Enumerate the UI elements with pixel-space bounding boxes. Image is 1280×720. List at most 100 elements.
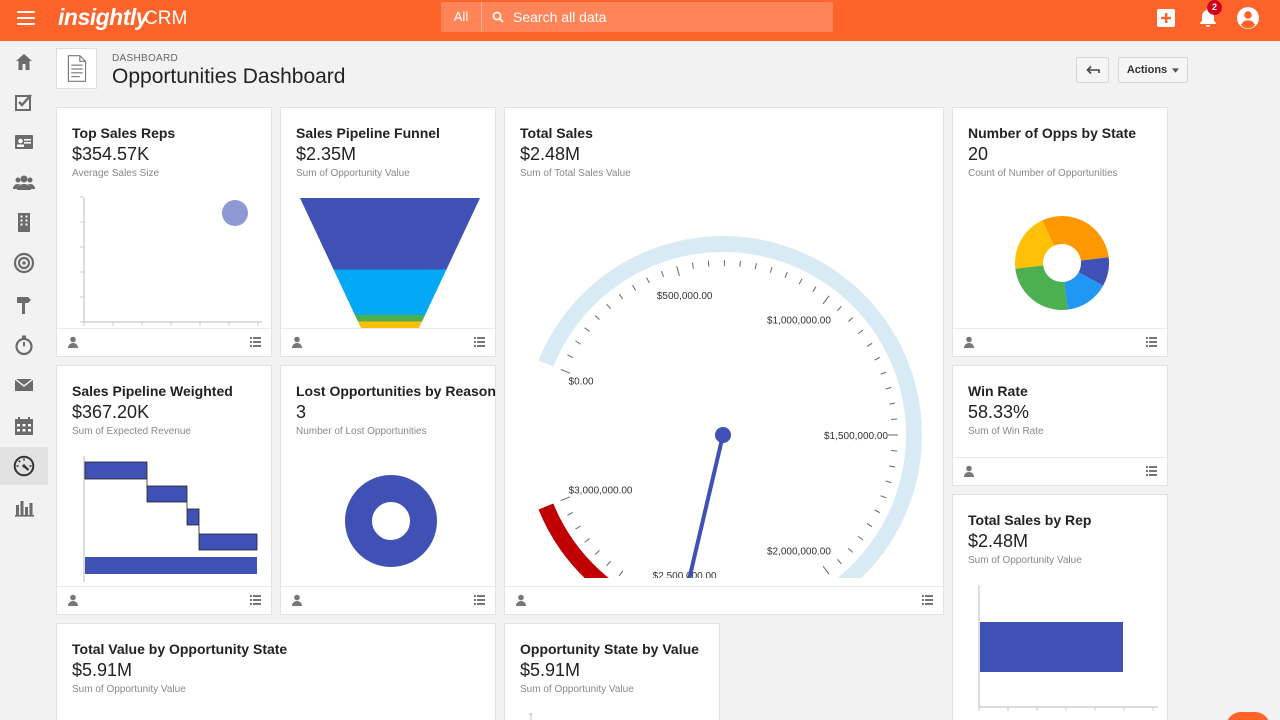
search-icon — [492, 11, 504, 23]
home-icon — [16, 54, 32, 70]
card-value: $5.91M — [72, 660, 133, 680]
menu-icon[interactable] — [17, 11, 35, 25]
user-icon[interactable] — [515, 594, 527, 606]
notification-badge: 2 — [1207, 0, 1222, 15]
caret-down-icon — [1172, 67, 1180, 73]
card-subtitle: Sum of Opportunity Value — [72, 684, 186, 695]
card-value: $2.48M — [968, 531, 1029, 551]
gauge-tick — [822, 565, 830, 575]
card-value: 58.33% — [968, 402, 1030, 422]
funnel-segment[interactable] — [354, 315, 426, 322]
user-icon[interactable] — [67, 594, 79, 606]
waterfall-bar[interactable] — [198, 533, 258, 551]
gauge-tick — [880, 495, 887, 499]
breadcrumb[interactable]: DASHBOARD — [112, 53, 179, 64]
card-title[interactable]: Sales Pipeline Funnel — [296, 125, 440, 141]
gauge-tick — [847, 317, 854, 322]
sidebar-item-contacts[interactable] — [0, 123, 48, 161]
card-value: $5.91M — [520, 660, 581, 680]
sidebar-item-opportunities[interactable] — [0, 244, 48, 282]
card-title[interactable]: Opportunity State by Value — [520, 641, 699, 657]
list-view-icon[interactable] — [1146, 337, 1157, 347]
donut-slice[interactable] — [1078, 257, 1109, 286]
sidebar-item-dashboards[interactable] — [0, 447, 48, 485]
donut-slice[interactable] — [1064, 272, 1104, 310]
sidebar-item-timer[interactable] — [0, 326, 48, 364]
actions-button[interactable]: Actions — [1118, 57, 1188, 83]
donut-slice[interactable] — [1042, 216, 1109, 261]
top-bar: insightly CRM All 2 — [0, 0, 1280, 41]
user-icon[interactable] — [291, 594, 303, 606]
sidebar-item-email[interactable] — [0, 366, 48, 404]
card-subtitle: Sum of Expected Revenue — [72, 426, 191, 437]
card-subtitle: Sum of Win Rate — [968, 426, 1044, 437]
card-title[interactable]: Total Sales by Rep — [968, 512, 1092, 528]
gauge-tick — [798, 278, 803, 285]
user-icon[interactable] — [291, 336, 303, 348]
chat-widget-button[interactable] — [1226, 712, 1270, 720]
gauge-tick — [676, 266, 680, 277]
card-footer — [281, 586, 495, 614]
waterfall-bar[interactable] — [186, 508, 200, 526]
card-title[interactable]: Total Sales — [520, 125, 593, 141]
donut-slice[interactable] — [345, 475, 437, 567]
gauge-tick — [567, 354, 574, 359]
bar-chart — [978, 585, 1158, 711]
card-title[interactable]: Lost Opportunities by Reason — [296, 383, 496, 399]
search-scope-dropdown[interactable]: All — [441, 2, 482, 32]
gauge-tick — [606, 560, 612, 567]
search-input[interactable] — [513, 2, 823, 32]
card-top-sales-reps: Top Sales Reps $354.57K Average Sales Si… — [56, 107, 272, 357]
card-footer — [57, 586, 271, 614]
back-button[interactable] — [1076, 57, 1109, 83]
waterfall-bar[interactable] — [146, 485, 188, 503]
card-title[interactable]: Number of Opps by State — [968, 125, 1137, 141]
sidebar-item-reports[interactable] — [0, 488, 48, 526]
user-icon[interactable] — [963, 336, 975, 348]
card-opportunity-state-by-value: Opportunity State by Value $5.91M Sum of… — [504, 623, 720, 720]
waterfall-total-bar[interactable] — [85, 557, 257, 574]
add-icon[interactable] — [1154, 6, 1178, 30]
sidebar-item-projects[interactable] — [0, 285, 48, 323]
card-subtitle: Sum of Total Sales Value — [520, 168, 631, 179]
card-title[interactable]: Sales Pipeline Weighted — [72, 383, 233, 399]
sidebar-item-people[interactable] — [0, 163, 48, 201]
sidebar-item-home[interactable] — [0, 43, 48, 81]
sidebar-item-tasks[interactable] — [0, 83, 48, 121]
list-view-icon[interactable] — [474, 595, 485, 605]
gauge-tick — [866, 342, 873, 347]
card-title[interactable]: Top Sales Reps — [72, 125, 176, 141]
card-title[interactable]: Total Value by Opportunity State — [72, 641, 288, 657]
user-avatar-icon[interactable] — [1236, 6, 1260, 30]
gauge-tick — [784, 272, 788, 278]
waterfall-bar[interactable] — [84, 461, 148, 480]
gauge-tick — [847, 548, 854, 553]
sidebar-item-calendar[interactable] — [0, 407, 48, 445]
bar[interactable] — [980, 622, 1123, 672]
scatter-point[interactable] — [222, 200, 248, 226]
sidebar-item-organizations[interactable] — [0, 203, 48, 241]
list-view-icon[interactable] — [1146, 466, 1157, 476]
gauge-tick — [594, 550, 600, 555]
list-view-icon[interactable] — [250, 595, 261, 605]
card-sales-pipeline-funnel: Sales Pipeline Funnel $2.35M Sum of Oppo… — [280, 107, 496, 357]
scatter-chart — [80, 196, 262, 326]
list-view-icon[interactable] — [474, 337, 485, 347]
donut-slice[interactable] — [1015, 220, 1054, 269]
people-icon — [13, 175, 35, 190]
funnel-segment[interactable] — [300, 198, 480, 270]
donut-slice[interactable] — [1015, 265, 1068, 310]
user-icon[interactable] — [963, 465, 975, 477]
user-icon[interactable] — [67, 336, 79, 348]
card-sales-pipeline-weighted: Sales Pipeline Weighted $367.20K Sum of … — [56, 365, 272, 615]
logo[interactable]: insightly — [58, 4, 149, 30]
gauge-label: $2,500,000.00 — [653, 571, 717, 578]
gauge-tick — [594, 315, 600, 320]
card-total-sales: Total Sales $2.48M Sum of Total Sales Va… — [504, 107, 944, 615]
projects-icon — [17, 297, 31, 314]
funnel-segment[interactable] — [357, 321, 423, 329]
funnel-segment[interactable] — [333, 269, 447, 316]
card-title[interactable]: Win Rate — [968, 383, 1028, 399]
list-view-icon[interactable] — [250, 337, 261, 347]
list-view-icon[interactable] — [922, 595, 933, 605]
